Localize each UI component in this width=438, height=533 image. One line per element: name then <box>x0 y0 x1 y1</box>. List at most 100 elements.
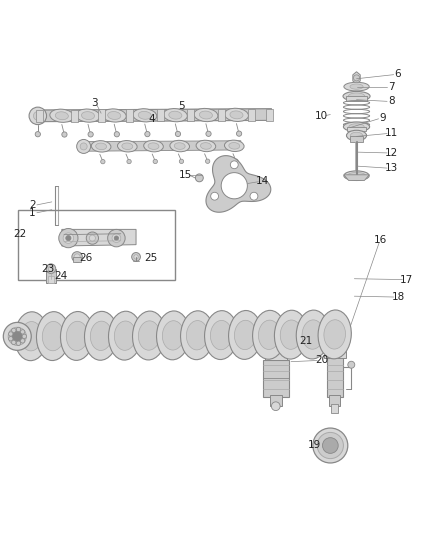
Ellipse shape <box>144 141 163 152</box>
Ellipse shape <box>229 142 240 149</box>
Circle shape <box>313 428 348 463</box>
Ellipse shape <box>66 321 88 351</box>
Bar <box>266 109 273 121</box>
Ellipse shape <box>210 320 232 350</box>
Circle shape <box>86 232 99 244</box>
Ellipse shape <box>296 310 329 359</box>
Bar <box>126 109 133 122</box>
Ellipse shape <box>275 310 307 359</box>
Ellipse shape <box>117 141 137 152</box>
Bar <box>347 127 366 131</box>
Ellipse shape <box>196 140 215 152</box>
Text: 18: 18 <box>392 292 405 302</box>
Ellipse shape <box>332 326 350 347</box>
Text: 9: 9 <box>379 113 386 123</box>
Ellipse shape <box>280 320 302 349</box>
Bar <box>18 210 175 280</box>
Ellipse shape <box>344 171 369 181</box>
Ellipse shape <box>162 321 184 350</box>
Circle shape <box>272 402 280 410</box>
Circle shape <box>134 255 138 259</box>
Text: 19: 19 <box>307 440 321 450</box>
Ellipse shape <box>224 140 244 151</box>
Ellipse shape <box>258 320 280 350</box>
Text: 12: 12 <box>385 148 398 158</box>
Circle shape <box>234 159 238 163</box>
Circle shape <box>22 334 26 338</box>
Ellipse shape <box>343 92 370 101</box>
Circle shape <box>4 322 31 350</box>
Circle shape <box>88 132 93 137</box>
Ellipse shape <box>81 111 95 119</box>
Ellipse shape <box>350 132 363 139</box>
Bar <box>327 354 343 398</box>
Circle shape <box>108 229 125 247</box>
Ellipse shape <box>133 311 166 360</box>
Ellipse shape <box>50 109 74 123</box>
Ellipse shape <box>344 82 369 91</box>
Ellipse shape <box>234 320 256 350</box>
Circle shape <box>175 131 180 136</box>
Ellipse shape <box>350 84 363 89</box>
Circle shape <box>48 266 53 271</box>
Ellipse shape <box>318 310 351 359</box>
Ellipse shape <box>148 143 159 149</box>
Text: 20: 20 <box>315 356 328 365</box>
Ellipse shape <box>108 111 121 119</box>
Text: 10: 10 <box>315 111 328 121</box>
Circle shape <box>112 234 121 243</box>
Text: 15: 15 <box>178 170 191 180</box>
Circle shape <box>21 330 25 334</box>
Circle shape <box>21 338 25 343</box>
Bar <box>48 276 54 282</box>
Ellipse shape <box>347 172 366 179</box>
Circle shape <box>179 159 184 164</box>
Circle shape <box>114 132 120 137</box>
Circle shape <box>29 107 46 125</box>
Ellipse shape <box>174 143 185 149</box>
Ellipse shape <box>349 124 364 130</box>
Ellipse shape <box>170 140 190 152</box>
Bar <box>324 345 346 358</box>
Circle shape <box>80 143 87 150</box>
Ellipse shape <box>348 93 365 100</box>
Text: 7: 7 <box>388 83 395 93</box>
Text: 16: 16 <box>374 235 387 245</box>
Circle shape <box>322 438 338 454</box>
Circle shape <box>211 192 219 200</box>
Text: 24: 24 <box>54 271 67 281</box>
Ellipse shape <box>122 143 133 150</box>
Ellipse shape <box>114 321 136 350</box>
Ellipse shape <box>95 143 106 150</box>
Text: 2: 2 <box>29 200 36 211</box>
Bar <box>71 110 78 122</box>
Text: 17: 17 <box>400 274 413 285</box>
Bar <box>187 109 194 121</box>
Ellipse shape <box>36 312 70 360</box>
Circle shape <box>348 361 355 368</box>
Text: 8: 8 <box>388 96 395 107</box>
Bar <box>270 395 282 406</box>
Ellipse shape <box>90 321 112 351</box>
Ellipse shape <box>346 130 367 141</box>
Ellipse shape <box>194 108 218 122</box>
Circle shape <box>101 159 105 164</box>
Bar <box>350 135 363 142</box>
Circle shape <box>8 336 13 341</box>
Circle shape <box>8 327 26 345</box>
Text: 11: 11 <box>385 128 398 139</box>
Text: 1: 1 <box>29 208 36 218</box>
Circle shape <box>205 159 210 164</box>
Circle shape <box>195 174 203 182</box>
Circle shape <box>12 328 16 333</box>
Circle shape <box>145 132 150 137</box>
Text: 25: 25 <box>145 253 158 263</box>
Ellipse shape <box>133 109 157 122</box>
Circle shape <box>89 235 95 241</box>
Ellipse shape <box>91 141 111 152</box>
Bar <box>218 109 225 121</box>
Ellipse shape <box>55 112 68 120</box>
Ellipse shape <box>42 321 64 351</box>
Ellipse shape <box>205 311 238 360</box>
Circle shape <box>63 233 74 244</box>
